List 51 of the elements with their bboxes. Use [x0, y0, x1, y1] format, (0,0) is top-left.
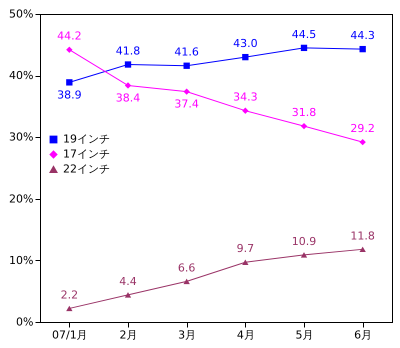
data-label: 41.8: [116, 44, 140, 58]
y-tick-label: 40%: [9, 69, 34, 82]
point: [124, 82, 132, 89]
data-label: 11.8: [350, 229, 375, 242]
point: [300, 252, 308, 258]
point: [360, 246, 366, 252]
point: [66, 79, 72, 86]
data-label: 44.5: [292, 28, 316, 41]
point: [124, 292, 132, 298]
point: [184, 62, 190, 69]
point: [184, 88, 190, 95]
legend-label: 19インチ: [63, 132, 110, 146]
point: [300, 122, 308, 130]
data-label: 4.4: [119, 274, 137, 288]
point: [360, 138, 366, 146]
y-tick-label: 50%: [9, 8, 34, 20]
data-label: 34.3: [233, 90, 258, 104]
x-tick-label: 4月: [236, 328, 255, 342]
data-label: 38.9: [57, 88, 82, 102]
point: [242, 54, 248, 60]
data-label: 31.8: [292, 106, 316, 120]
y-tick-label: 0%: [16, 316, 34, 328]
data-label: 6.6: [178, 261, 196, 274]
x-tick-label: 5月: [296, 328, 314, 342]
data-label: 37.4: [174, 98, 199, 111]
data-label: 10.9: [292, 234, 316, 248]
data-label: 2.2: [60, 288, 78, 302]
data-label: 43.0: [233, 37, 258, 50]
point: [300, 44, 308, 52]
data-label: 9.7: [236, 242, 254, 256]
data-label: 29.2: [350, 122, 375, 136]
x-tick-label: 6月: [354, 328, 372, 342]
point: [360, 46, 366, 52]
y-tick-label: 10%: [9, 254, 34, 267]
point: [66, 46, 72, 53]
data-label: 44.3: [350, 29, 375, 42]
x-tick-label: 2月: [120, 328, 138, 342]
y-tick-label: 20%: [9, 192, 34, 206]
legend-label: 22インチ: [63, 162, 110, 176]
x-tick-label: 07/1月: [52, 328, 88, 342]
data-label: 41.6: [174, 46, 199, 59]
point: [124, 61, 132, 68]
y-tick-label: 30%: [9, 130, 34, 144]
point: [242, 108, 248, 114]
data-label: 38.4: [116, 91, 140, 104]
point: [184, 278, 190, 284]
x-tick-label: 3月: [178, 328, 196, 342]
point: [242, 260, 248, 265]
data-label: 44.2: [57, 30, 82, 43]
legend-label: 17インチ: [63, 148, 110, 160]
point: [66, 306, 72, 312]
